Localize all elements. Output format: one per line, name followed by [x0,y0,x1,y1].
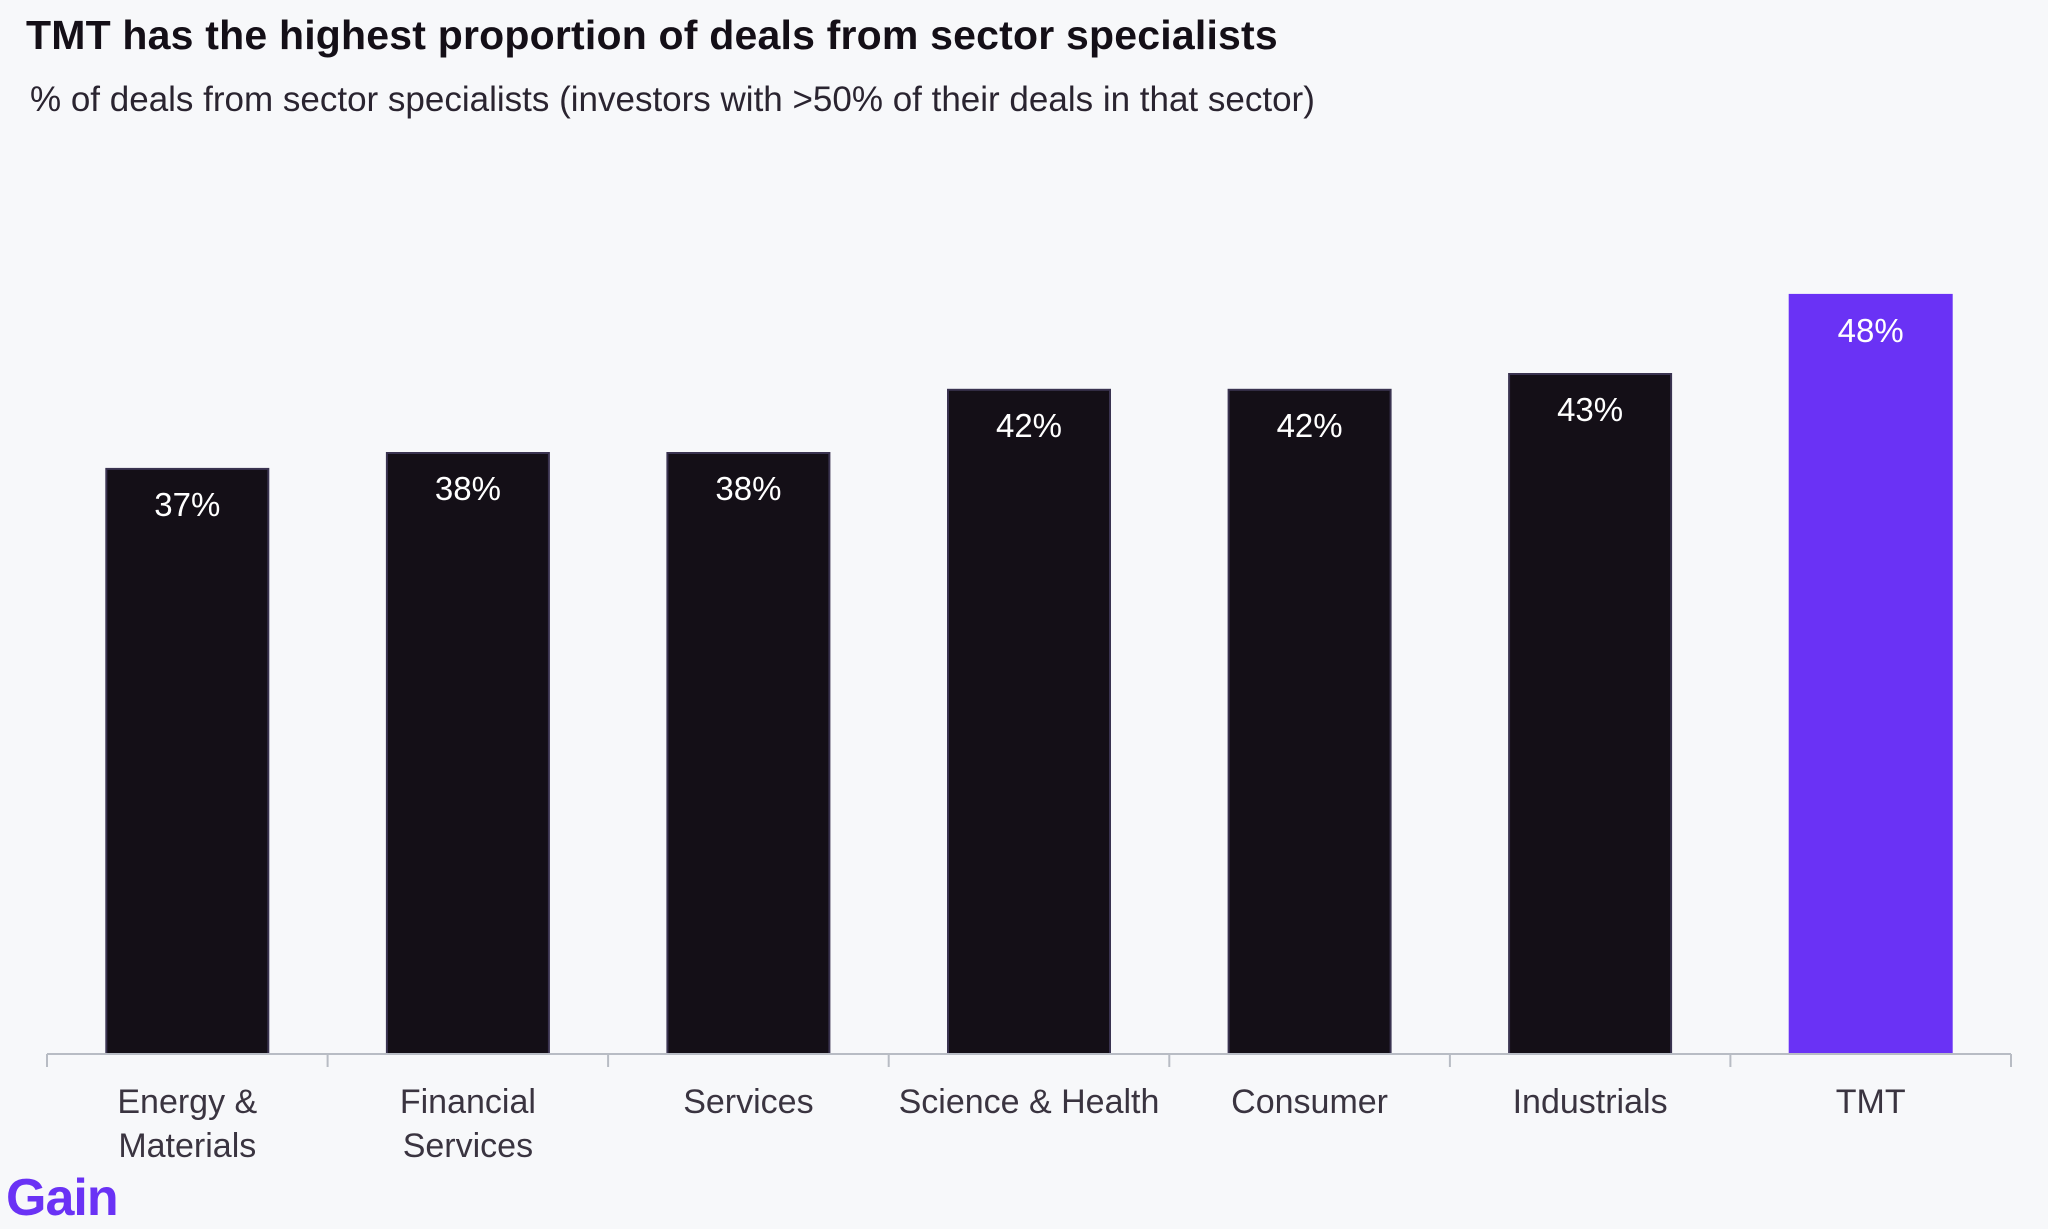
category-label-0-line-1: Materials [118,1127,256,1165]
bar-2 [666,452,831,1055]
chart-title: TMT has the highest proportion of deals … [26,12,1278,58]
chart-subtitle: % of deals from sector specialists (inve… [30,80,1315,119]
category-label-0-line-0: Energy & [117,1083,257,1121]
bar-4 [1227,388,1392,1055]
bar-1 [385,452,550,1055]
bar-0 [105,467,270,1055]
bar-3 [947,388,1111,1055]
category-label-2: Services [683,1083,813,1121]
data-label-2: 38% [715,470,781,507]
category-label-3: Science & Health [899,1083,1160,1121]
data-label-3: 42% [996,407,1062,444]
category-label-6: TMT [1836,1083,1906,1121]
bar-6 [1788,293,1953,1055]
category-label-4: Consumer [1231,1083,1388,1121]
data-label-6: 48% [1838,312,1904,349]
data-label-4: 42% [1277,407,1343,444]
data-label-5: 43% [1557,391,1623,428]
data-label-0: 37% [154,486,220,523]
category-label-1-line-0: Financial [400,1083,536,1121]
category-label-1-line-1: Services [403,1127,533,1165]
category-label-5: Industrials [1513,1083,1668,1121]
data-label-1: 38% [435,470,501,507]
gain-logo: Gain [6,1169,119,1227]
bar-5 [1508,373,1673,1055]
